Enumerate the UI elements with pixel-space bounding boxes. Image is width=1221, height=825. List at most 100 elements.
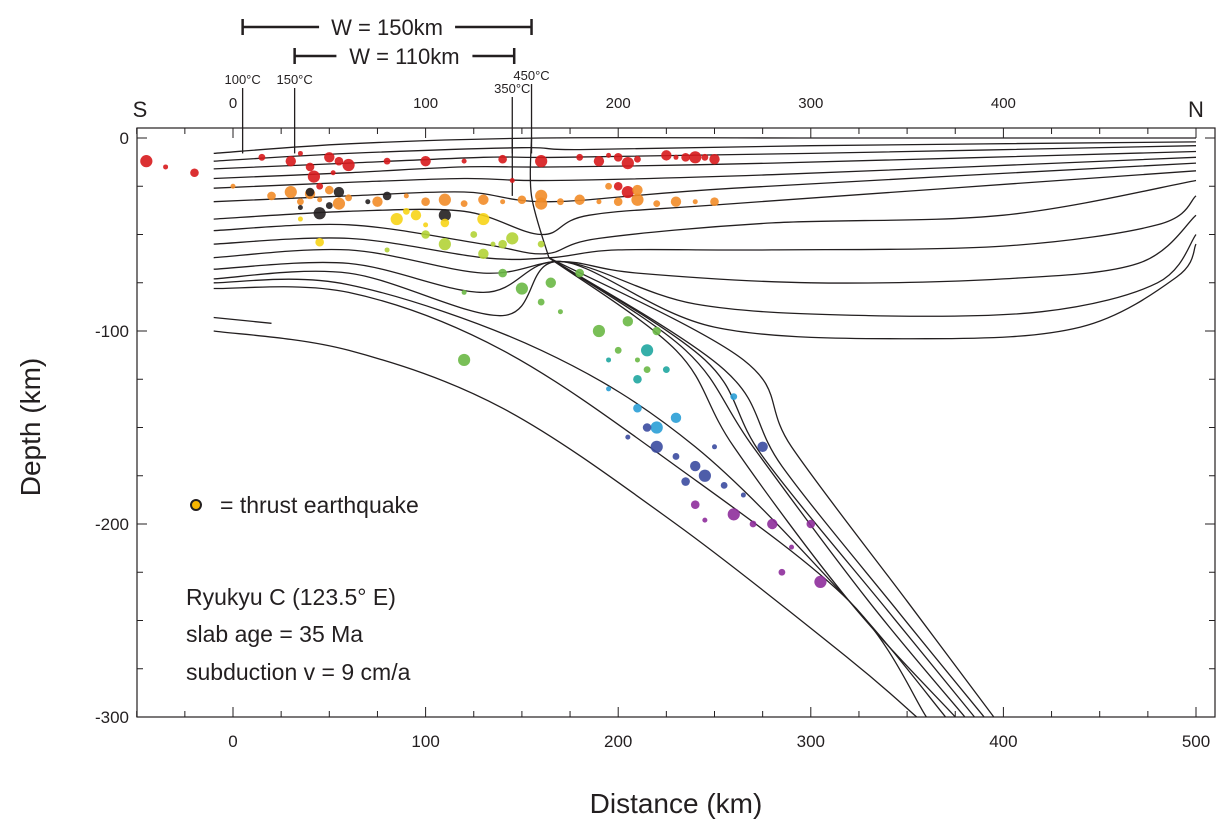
earthquake-point xyxy=(315,237,324,247)
top-tick-label: 200 xyxy=(606,95,631,112)
earthquake-point xyxy=(297,198,304,206)
contour-line xyxy=(213,330,918,718)
earthquake-point xyxy=(605,182,612,190)
earthquake-point xyxy=(631,193,644,206)
earthquake-point xyxy=(535,155,548,168)
earthquake-point xyxy=(613,181,623,191)
earthquake-point xyxy=(613,153,623,162)
earthquake-point xyxy=(557,309,563,315)
earthquake-point xyxy=(317,197,323,203)
earthquake-point xyxy=(681,477,690,486)
earthquake-point xyxy=(634,357,640,363)
earthquake-point xyxy=(284,185,297,199)
earthquake-point xyxy=(621,185,634,199)
earthquake-point xyxy=(593,155,605,167)
y-tick-label: -300 xyxy=(95,708,129,727)
earthquake-point xyxy=(596,199,602,205)
temperature-contours xyxy=(213,136,1197,718)
earthquake-points xyxy=(140,150,827,589)
annotation-line-2: slab age = 35 Ma xyxy=(186,621,363,647)
earthquake-point xyxy=(403,193,409,199)
earthquake-point xyxy=(490,241,496,247)
x-tick-label: 400 xyxy=(989,732,1017,751)
legend: = thrust earthquake xyxy=(190,492,419,518)
earthquake-point xyxy=(297,204,303,210)
y-tick-label: -100 xyxy=(95,322,129,341)
earthquake-point xyxy=(632,184,643,196)
earthquake-point xyxy=(305,187,315,197)
earthquake-point xyxy=(500,199,506,205)
earthquake-point xyxy=(689,151,702,164)
earthquake-point xyxy=(190,168,199,178)
earthquake-point xyxy=(410,210,422,221)
earthquake-point xyxy=(498,154,507,164)
earthquake-point xyxy=(650,421,663,434)
earthquake-point xyxy=(698,469,711,482)
contour-line xyxy=(548,257,985,718)
earthquake-point xyxy=(498,239,507,249)
earthquake-point xyxy=(438,209,451,222)
earthquake-point xyxy=(650,440,663,453)
earthquake-point xyxy=(461,289,467,295)
earthquake-point xyxy=(814,575,827,589)
earthquake-point xyxy=(633,403,642,413)
earthquake-point xyxy=(402,207,410,215)
earthquake-point xyxy=(672,453,680,460)
earthquake-point xyxy=(575,268,584,278)
earthquake-point xyxy=(420,155,431,167)
x-tick-label: 100 xyxy=(411,732,439,751)
earthquake-point xyxy=(709,154,720,165)
earthquake-point xyxy=(643,366,651,373)
isotherm-label: 100°C xyxy=(224,72,260,87)
earthquake-point xyxy=(727,508,740,521)
earthquake-point xyxy=(365,199,371,205)
earthquake-point xyxy=(230,183,236,189)
top-tick-label: 100 xyxy=(413,95,438,112)
earthquake-point xyxy=(652,326,662,336)
contour-line xyxy=(213,316,272,324)
x-axis: 0 100 200 300 400 500 xyxy=(136,128,1210,751)
y-tick-label: 0 xyxy=(120,129,129,148)
earthquake-point xyxy=(702,517,708,523)
earthquake-point xyxy=(592,324,606,338)
earthquake-point xyxy=(681,153,690,162)
contour-line xyxy=(213,243,1197,340)
x-tick-label: 500 xyxy=(1182,732,1210,751)
x-tick-label: 0 xyxy=(228,732,237,751)
contour-line xyxy=(548,257,995,718)
legend-thrust-marker xyxy=(190,499,202,511)
earthquake-point xyxy=(712,444,717,450)
earthquake-point xyxy=(701,153,709,161)
earthquake-point xyxy=(325,202,333,209)
earthquake-point xyxy=(140,155,153,168)
earthquake-point xyxy=(478,194,489,205)
contour-line xyxy=(213,234,1197,317)
earthquake-point xyxy=(382,191,392,201)
x-axis-title: Distance (km) xyxy=(590,788,763,819)
earthquake-point xyxy=(574,194,585,205)
earthquake-point xyxy=(342,158,355,172)
earthquake-point xyxy=(297,216,303,222)
earthquake-point xyxy=(670,196,682,207)
earthquake-point xyxy=(690,500,700,510)
earthquake-point xyxy=(506,232,519,245)
direction-north-label: N xyxy=(1188,97,1204,122)
isotherm-label: 450°C xyxy=(513,68,549,83)
earthquake-point xyxy=(740,492,746,498)
earthquake-point xyxy=(606,152,612,158)
contour-line xyxy=(213,179,1197,255)
earthquake-point xyxy=(324,152,335,163)
earthquake-point xyxy=(440,218,450,228)
earthquake-point xyxy=(625,434,631,440)
direction-south-label: S xyxy=(133,97,148,122)
earthquake-point xyxy=(634,155,641,163)
earthquake-point xyxy=(325,185,334,195)
contour-line xyxy=(213,156,1197,189)
earthquake-point xyxy=(478,248,489,259)
contour-line xyxy=(213,170,1197,236)
earthquake-point xyxy=(258,153,266,161)
earthquake-point xyxy=(613,197,623,206)
y-axis-title: Depth (km) xyxy=(15,358,46,496)
